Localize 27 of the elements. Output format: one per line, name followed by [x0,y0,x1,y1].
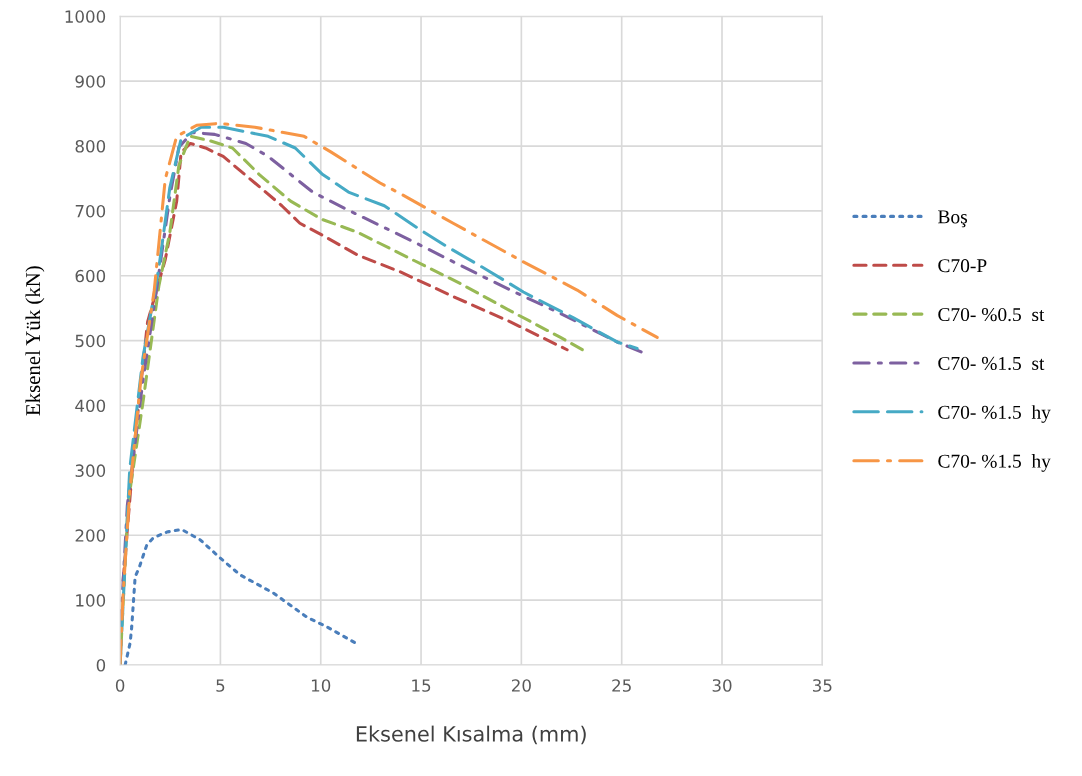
legend-label: C70- %1.5 st [938,356,1045,371]
legend-label: Boş [938,210,968,228]
y-tick-label: 0 [96,658,106,672]
y-tick-label: 600 [75,269,106,283]
x-tick-label: 15 [412,679,431,692]
y-tick-label: 400 [75,399,106,413]
legend-label: C70- %0.5 st [938,307,1045,322]
x-tick-label: 5 [216,679,225,692]
y-tick-label: 500 [75,334,106,348]
y-tick-label: 300 [75,464,106,477]
legend-label: C70-P [938,259,987,273]
y-tick-label: 100 [76,594,106,607]
x-axis-title: Eksenel Kısalma (mm) [356,725,586,745]
y-tick-label: 800 [75,140,106,153]
x-tick-label: 10 [311,679,331,692]
y-tick-label: 700 [75,204,106,218]
legend-label: C70- %1.5 hy [938,454,1051,472]
y-tick-label: 200 [75,529,106,542]
legend-label: C70- %1.5 hy [938,405,1051,423]
y-axis-title: Eksenel Yük (kN) [25,266,45,416]
y-tick-label: 900 [75,75,106,88]
y-tick-label: 1000 [65,10,106,23]
x-tick-label: 30 [712,679,732,692]
x-tick-label: 20 [511,679,531,692]
x-tick-label: 0 [115,679,125,692]
x-tick-label: 35 [812,679,832,692]
x-tick-label: 25 [612,679,631,692]
